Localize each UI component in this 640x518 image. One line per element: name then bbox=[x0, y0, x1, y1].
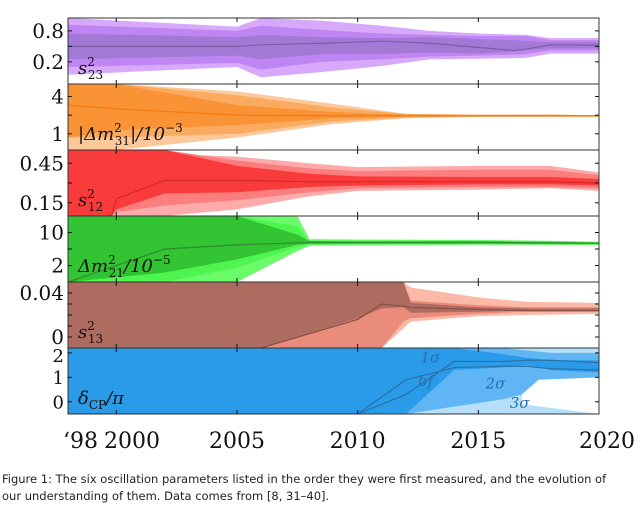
x-tick-label: 2020 bbox=[579, 429, 635, 454]
dcp-excluded-region bbox=[521, 377, 599, 414]
y-tick-label: 1 bbox=[53, 368, 64, 389]
y-tick-label: 0.8 bbox=[32, 19, 64, 43]
y-tick-label: 2 bbox=[51, 254, 64, 278]
s23-best-fit-line bbox=[68, 40, 599, 52]
s12-1sigma-band bbox=[68, 150, 599, 216]
dcp-best-fit-line-2 bbox=[68, 359, 599, 414]
s13-best-fit-line bbox=[68, 303, 599, 348]
panel-dm31: 4 1 |Δm2 31|/10−3 bbox=[51, 83, 600, 151]
caption-line-1: Figure 1: The six oscillation parameters… bbox=[2, 472, 607, 486]
s23-1sigma-band bbox=[68, 33, 599, 60]
x-tick-label: 2010 bbox=[330, 429, 386, 454]
dm21-best-fit-line bbox=[68, 241, 599, 282]
y-tick-label: 1 bbox=[51, 122, 64, 146]
s13-label: s2 13 bbox=[78, 319, 103, 346]
y-tick-label: 0 bbox=[51, 325, 64, 349]
y-tick-label: 0.04 bbox=[19, 281, 64, 305]
dcp-annotation: 3σ bbox=[510, 394, 531, 412]
panel-s12: 0.45 0.15 s2 12 bbox=[19, 149, 600, 217]
dcp-best-fit-line bbox=[68, 365, 599, 414]
dm21-label: Δm2 21/10−5 bbox=[77, 253, 171, 280]
dcp-annotation: 1σ bbox=[420, 349, 441, 367]
dcp-frame bbox=[67, 347, 600, 415]
dcp-annotation: 2σ bbox=[485, 374, 507, 392]
dm31-1sigma-band bbox=[68, 84, 599, 138]
s23-label: s2 23 bbox=[78, 55, 103, 82]
panel-dm21: 10 2 Δm2 21/10−5 bbox=[39, 215, 600, 283]
dcp-label: δCP/π bbox=[78, 388, 125, 412]
s12-label: s2 12 bbox=[78, 187, 103, 214]
x-tick-label: ‘98 bbox=[63, 429, 98, 454]
panel-s13: 0.04 0 s2 13 bbox=[19, 281, 600, 349]
s13-1sigma-band bbox=[68, 282, 599, 348]
y-tick-label: 0.2 bbox=[32, 50, 64, 74]
y-tick-label: 2 bbox=[53, 346, 64, 367]
y-tick-label: 0 bbox=[53, 392, 64, 413]
dcp-1sigma-band bbox=[68, 348, 599, 414]
caption-line-2: our understanding of them. Data comes fr… bbox=[2, 489, 330, 503]
s12-best-fit-line bbox=[68, 179, 599, 216]
dm21-1sigma-band bbox=[68, 216, 599, 282]
x-tick-label: 2000 bbox=[104, 429, 160, 454]
figure-caption: Figure 1: The six oscillation parameters… bbox=[2, 471, 638, 505]
dcp-annotation: bf bbox=[418, 372, 436, 390]
y-tick-label: 10 bbox=[39, 221, 64, 245]
panel-s23: 0.8 0.2 s2 23 bbox=[32, 17, 600, 85]
x-tick-label: 2015 bbox=[450, 429, 506, 454]
y-tick-label: 0.15 bbox=[19, 191, 64, 215]
x-tick-label: 2005 bbox=[209, 429, 265, 454]
dm31-best-fit-line bbox=[68, 104, 599, 117]
y-tick-label: 0.45 bbox=[19, 151, 64, 175]
y-tick-label: 4 bbox=[51, 85, 64, 109]
dm31-label: |Δm2 31|/10−3 bbox=[78, 121, 183, 148]
